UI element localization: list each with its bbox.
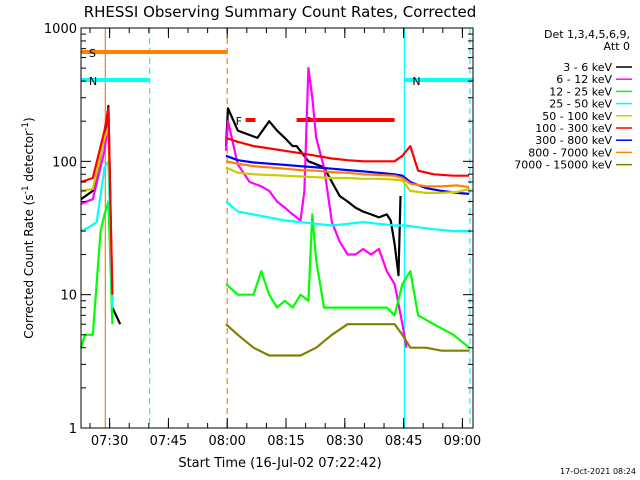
y-axis-title-sup1: -1 [21,185,31,194]
plot-frame [80,27,474,429]
legend-label: 800 - 7000 keV [528,146,612,159]
series-line [224,107,402,277]
series-line [224,67,408,348]
legend-label: 50 - 100 keV [542,110,612,123]
y-axis-title-sup2: -1 [21,122,31,131]
state-bar-label: S [89,47,96,60]
chart-title: RHESSI Observing Summary Count Rates, Co… [84,3,477,21]
x-tick-label: 09:00 [444,434,481,449]
legend-label: 7000 - 15000 keV [514,159,612,172]
legend-header-1: Det 1,3,4,5,6,9, [544,28,630,41]
y-tick-label: 1 [69,422,77,437]
state-bars-layer: S N N F F [81,28,473,428]
series-line [225,213,470,349]
series-line [225,154,470,195]
x-tick-label: 08:00 [208,434,245,449]
y-tick-label: 10 [60,289,77,304]
legend-header-2: Att 0 [604,40,630,53]
footer-timestamp: 17-Oct-2021 08:24 [560,467,636,476]
y-tick-label: 100 [52,155,77,170]
legend-label: 12 - 25 keV [549,85,612,98]
x-tick-label: 07:45 [150,434,187,449]
x-tick-label: 07:30 [91,434,128,449]
series-line [80,107,114,295]
y-axis-title-part1: Corrected Count Rate (s [22,194,36,338]
series-line [225,160,470,189]
legend-label: 6 - 12 keV [556,73,612,86]
x-axis-title: Start Time (16-Jul-02 07:22:42) [178,456,381,471]
y-axis-title-part3: ) [22,117,36,122]
y-tick-label: 1000 [44,22,77,37]
legend-label: 300 - 800 keV [535,134,612,147]
axes-layer: 1 10 100 1000 07:30 07:45 08:00 08:15 08:30 08:45… [44,22,481,449]
series-line [225,323,470,357]
series-line [225,166,470,194]
x-tick-label: 08:30 [326,434,363,449]
legend-label: 100 - 300 keV [535,122,612,135]
series-line [225,200,470,233]
legend-label: 3 - 6 keV [563,61,612,74]
series-line [225,136,470,177]
state-bar-label: N [412,75,420,88]
x-tick-label: 08:45 [385,434,422,449]
legend-label: 25 - 50 keV [549,98,612,111]
series-layer [79,67,470,357]
state-bar-label: N [89,75,97,88]
state-bar-label: F [305,115,311,128]
state-bar-label: F [236,115,242,128]
x-tick-label: 08:15 [267,434,304,449]
y-axis-title-part2: detector [22,131,36,186]
y-axis-title: Corrected Count Rate (s-1 detector-1) [21,117,36,338]
